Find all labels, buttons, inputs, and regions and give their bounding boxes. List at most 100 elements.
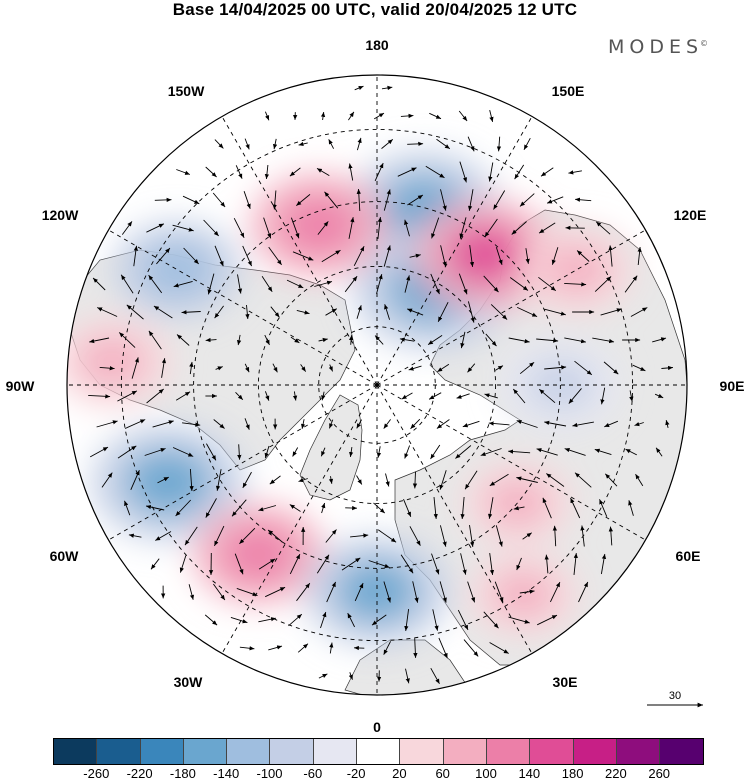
wind-arrow bbox=[519, 193, 535, 207]
wind-arrow bbox=[630, 307, 648, 317]
wind-arrow bbox=[272, 363, 278, 373]
wind-arrow bbox=[459, 161, 468, 183]
wind-arrow bbox=[153, 305, 173, 319]
wind-vectors bbox=[88, 85, 673, 685]
lon-label-30e: 30E bbox=[552, 674, 578, 690]
wind-arrow bbox=[549, 581, 561, 603]
wind-arrow bbox=[655, 447, 663, 457]
wind-arrow bbox=[214, 305, 224, 319]
wind-arrow bbox=[458, 110, 468, 122]
wind-arrow bbox=[546, 196, 564, 204]
wind-arrow bbox=[600, 308, 622, 316]
colorbar-tick-label: -20 bbox=[346, 766, 366, 781]
wind-arrow bbox=[551, 247, 559, 265]
wind-arrow bbox=[439, 525, 447, 547]
wind-arrow bbox=[205, 337, 217, 343]
wind-arrow bbox=[484, 393, 498, 399]
wind-arrow bbox=[205, 498, 217, 518]
wind-arrow bbox=[161, 358, 167, 378]
colorbar-segment bbox=[54, 739, 98, 764]
wind-arrow bbox=[371, 614, 387, 626]
wind-arrow bbox=[487, 497, 494, 519]
wind-arrow bbox=[489, 553, 495, 575]
wind-arrow bbox=[213, 525, 225, 547]
wind-arrow bbox=[564, 448, 586, 456]
wind-arrow bbox=[538, 276, 557, 292]
wind-arrow bbox=[469, 245, 475, 267]
wind-arrow bbox=[368, 560, 390, 569]
wind-arrow bbox=[488, 421, 510, 426]
wind-arrow bbox=[373, 112, 385, 120]
wind-arrow bbox=[568, 388, 582, 404]
wind-arrow bbox=[462, 420, 480, 428]
reference-vector-arrow bbox=[647, 702, 703, 708]
wind-arrow bbox=[438, 637, 448, 659]
wind-arrow bbox=[356, 137, 362, 151]
positive-anomaly bbox=[544, 245, 609, 294]
wind-arrow bbox=[404, 275, 411, 293]
wind-arrow bbox=[292, 447, 299, 457]
wind-arrow bbox=[328, 476, 334, 484]
wind-arrow bbox=[536, 338, 559, 343]
colorbar-segment bbox=[140, 739, 184, 764]
lon-label-0: 0 bbox=[373, 719, 381, 735]
wind-arrow bbox=[512, 388, 526, 404]
wind-arrow bbox=[152, 420, 174, 428]
wind-arrow bbox=[511, 221, 527, 235]
lon-label-60e: 60E bbox=[675, 548, 701, 564]
colorbar-tick-label: 180 bbox=[561, 766, 584, 781]
wind-arrow bbox=[376, 446, 382, 458]
wind-arrow bbox=[440, 245, 447, 267]
wind-arrow bbox=[374, 162, 384, 182]
wind-arrow bbox=[552, 525, 558, 547]
wind-arrow bbox=[128, 533, 142, 538]
wind-arrow bbox=[484, 218, 498, 238]
wind-arrow bbox=[154, 197, 172, 203]
wind-arrow bbox=[628, 500, 634, 516]
wind-arrow bbox=[341, 557, 361, 571]
wind-arrow bbox=[148, 330, 162, 350]
wind-arrow bbox=[665, 419, 670, 429]
wind-arrow bbox=[399, 337, 415, 342]
brand-name: MODES bbox=[608, 36, 704, 58]
wind-arrow bbox=[321, 249, 341, 263]
wind-arrow bbox=[296, 582, 311, 602]
meridian-line bbox=[376, 384, 646, 541]
wind-arrow bbox=[508, 616, 530, 624]
wind-arrow bbox=[600, 387, 606, 405]
wind-arrow bbox=[409, 253, 421, 258]
wind-arrow bbox=[513, 506, 525, 511]
wind-arrow bbox=[289, 504, 301, 512]
wind-arrow bbox=[508, 337, 530, 344]
wind-arrow bbox=[121, 221, 133, 235]
wind-arrow bbox=[235, 391, 244, 401]
wind-arrow bbox=[400, 554, 414, 574]
wind-arrow bbox=[410, 418, 421, 430]
wind-arrow bbox=[205, 166, 217, 178]
lon-label-120w: 120W bbox=[41, 207, 79, 223]
wind-arrow bbox=[146, 504, 165, 511]
wind-arrow bbox=[537, 614, 558, 626]
wind-arrow bbox=[485, 333, 497, 347]
colorbar bbox=[53, 738, 705, 765]
colorbar-tick-label: 140 bbox=[518, 766, 541, 781]
wind-arrow bbox=[348, 217, 355, 239]
wind-arrow bbox=[629, 390, 634, 402]
wind-arrow bbox=[489, 473, 509, 487]
wind-arrow bbox=[131, 357, 139, 379]
wind-arrow bbox=[594, 448, 612, 456]
wind-arrow bbox=[328, 139, 334, 149]
wind-arrow bbox=[383, 581, 391, 603]
wind-arrow bbox=[439, 581, 447, 603]
wind-arrow bbox=[494, 581, 504, 603]
wind-arrow bbox=[348, 111, 355, 121]
wind-arrow bbox=[383, 641, 392, 655]
wind-arrow bbox=[258, 558, 276, 570]
wind-arrow bbox=[353, 245, 365, 267]
wind-arrow bbox=[568, 170, 582, 175]
wind-arrow bbox=[595, 221, 611, 235]
wind-arrow bbox=[540, 167, 554, 177]
colorbar-segment bbox=[660, 739, 704, 764]
wind-arrow bbox=[96, 420, 118, 428]
colorbar-segment bbox=[573, 739, 617, 764]
